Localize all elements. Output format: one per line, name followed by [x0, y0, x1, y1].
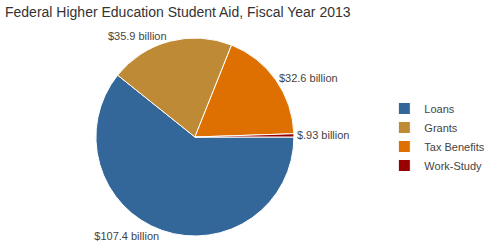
svg-text:Work-Study: Work-Study: [424, 160, 482, 172]
svg-text:$35.9 billion: $35.9 billion: [108, 30, 167, 42]
svg-text:$32.6 billion: $32.6 billion: [279, 72, 338, 84]
svg-text:$.93 billion: $.93 billion: [297, 129, 350, 141]
svg-text:$107.4 billion: $107.4 billion: [94, 230, 159, 242]
svg-text:Loans: Loans: [424, 103, 454, 115]
svg-text:Tax Benefits: Tax Benefits: [424, 141, 484, 153]
svg-text:Federal Higher Education Stude: Federal Higher Education Student Aid, Fi…: [5, 4, 351, 20]
svg-text:Grants: Grants: [424, 122, 458, 134]
